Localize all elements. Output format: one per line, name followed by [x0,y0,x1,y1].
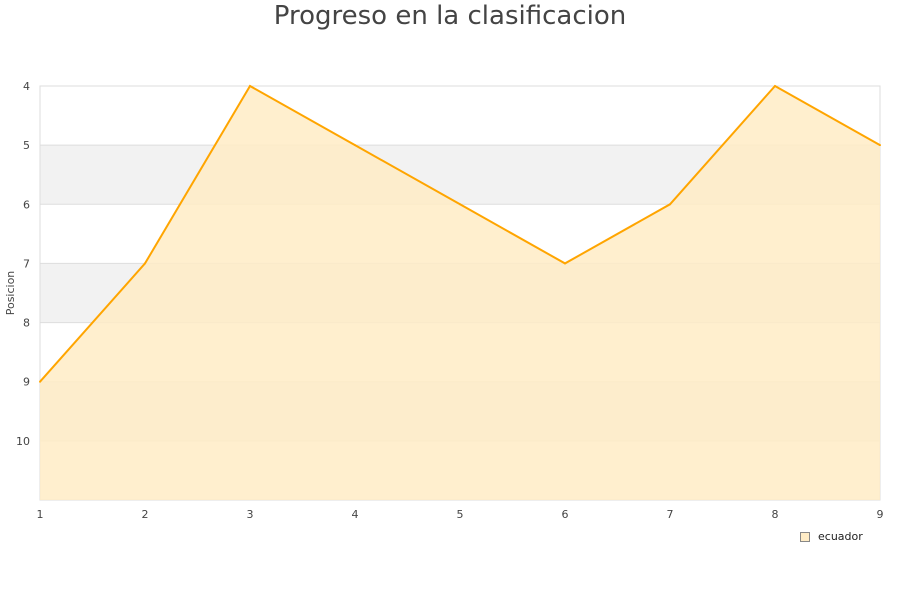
x-tick-label: 9 [877,508,884,521]
y-tick-label: 7 [23,257,30,270]
data-point [459,203,461,206]
legend-label: ecuador [818,530,863,543]
y-tick-label: 4 [23,80,30,93]
legend: ecuador [800,530,863,543]
x-tick-label: 3 [247,508,254,521]
chart-title: Progreso en la clasificacion [273,1,627,31]
data-point [39,380,41,383]
y-tick-label: 9 [23,376,30,389]
x-tick-label: 5 [457,508,464,521]
data-point [144,262,146,265]
data-point [249,85,251,87]
x-tick-label: 6 [562,508,569,521]
y-tick-label: 6 [23,198,30,211]
x-tick-label: 7 [667,508,674,521]
data-point [564,262,566,265]
data-point [774,85,776,87]
x-tick-label: 1 [37,508,44,521]
y-tick-label: 5 [23,139,30,152]
data-point [669,203,671,206]
x-tick-label: 4 [352,508,359,521]
data-point [354,144,356,147]
y-tick-label: 8 [23,317,30,330]
data-point [879,144,881,147]
x-tick-label: 2 [142,508,149,521]
series-area [40,86,880,500]
y-tick-label: 10 [16,435,30,448]
legend-swatch [800,531,810,542]
y-axis-label: Posicion [4,271,17,316]
x-tick-label: 8 [772,508,779,521]
